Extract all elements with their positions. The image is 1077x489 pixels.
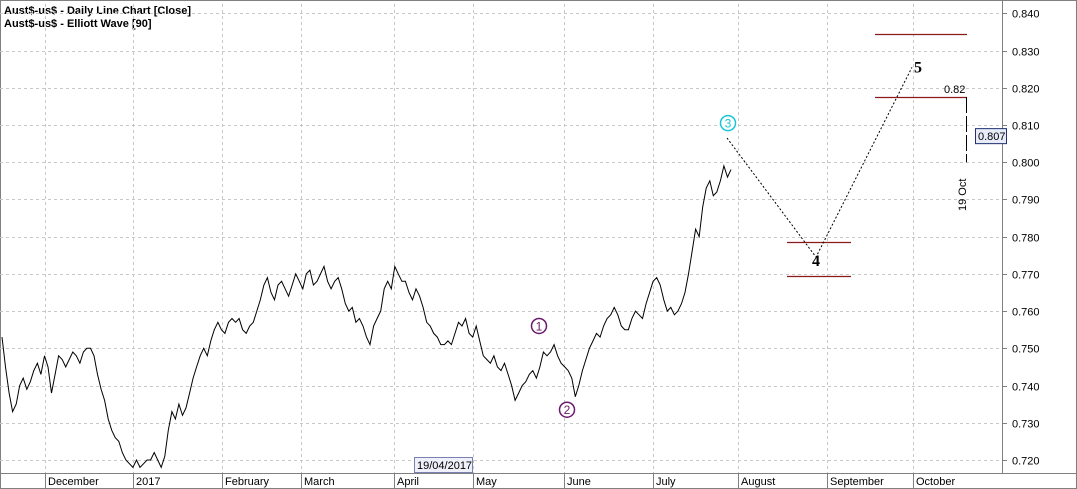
y-tick-label: 0.790	[1012, 195, 1040, 207]
wave-label-2: 2	[564, 403, 571, 417]
x-tick-label: October	[916, 476, 955, 488]
wave-label-3-circle	[719, 114, 737, 132]
wave-projection-path	[726, 67, 913, 259]
wave-label-3: 3	[725, 117, 732, 131]
y-tick-label: 0.810	[1012, 121, 1040, 133]
price-series	[1, 164, 732, 469]
y-tick-label: 0.730	[1012, 419, 1040, 431]
end-price-box	[975, 128, 1007, 145]
x-tick-label: July	[656, 476, 676, 488]
target-label: 0.82	[944, 84, 965, 96]
date-badge: 19/04/2017	[417, 460, 472, 472]
x-tick-label: March	[304, 476, 335, 488]
end-date-label: 19 Oct	[957, 179, 969, 211]
y-tick-label: 0.750	[1012, 344, 1040, 356]
x-tick-label: August	[741, 476, 775, 488]
target-bands: 0.82 0.807 19 Oct	[787, 33, 1007, 278]
y-axis: 0.720 0.730 0.740 0.750 0.760 0.770 0.780 0.790…	[1002, 9, 1040, 468]
price-line	[1, 164, 732, 469]
y-tick-label: 0.840	[1012, 9, 1040, 21]
chart-subtitle: Aust$-us$ - Elliott Wave [90]	[4, 18, 152, 30]
wave-label-5: 5	[914, 59, 922, 76]
y-tick-label: 0.720	[1012, 456, 1040, 468]
end-price-label: 0.807	[978, 131, 1006, 143]
x-tick-label: May	[476, 476, 497, 488]
y-tick-label: 0.770	[1012, 270, 1040, 282]
wave-label-4: 4	[812, 253, 820, 270]
wave-label-2-circle	[558, 401, 576, 418]
y-tick-label: 0.780	[1012, 233, 1040, 245]
x-tick-label: February	[225, 476, 270, 488]
y-tick-label: 0.820	[1012, 84, 1040, 96]
x-axis: December 2017 February March April May June Jul…	[45, 457, 955, 489]
x-tick-label: September	[830, 476, 884, 488]
wave-label-1: 1	[536, 319, 543, 333]
wave-label-1-circle	[530, 317, 548, 335]
y-tick-label: 0.760	[1012, 307, 1040, 319]
y-tick-label: 0.740	[1012, 382, 1040, 394]
y-tick-label: 0.800	[1012, 158, 1040, 170]
y-tick-label: 0.830	[1012, 47, 1040, 59]
x-tick-label: June	[567, 476, 591, 488]
x-tick-label: April	[397, 476, 419, 488]
x-tick-label: 2017	[136, 476, 160, 488]
x-tick-label: December	[48, 476, 99, 488]
date-badge-box	[414, 457, 473, 473]
elliott-wave-overlay: 1 2 3 4 5	[530, 59, 922, 418]
